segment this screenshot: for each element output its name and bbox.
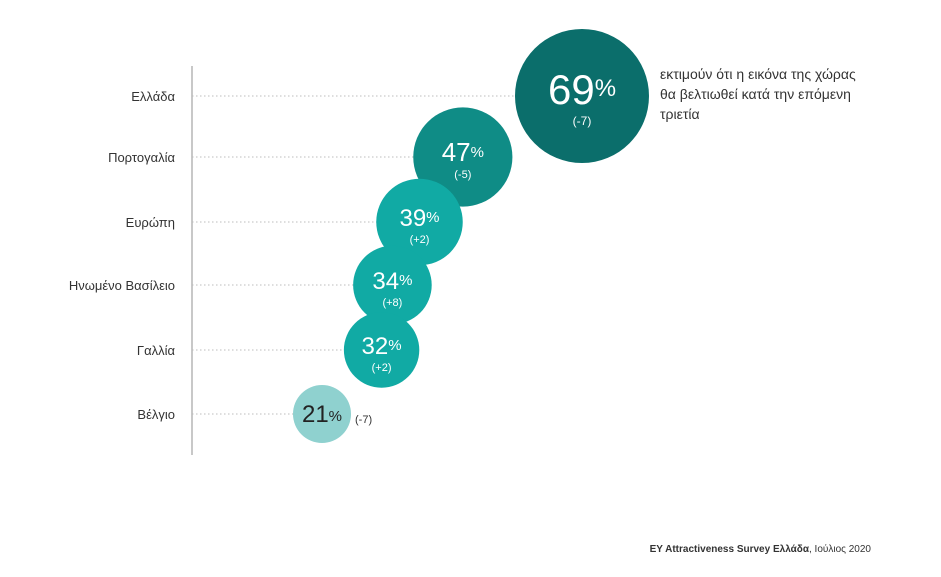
data-label: 69% [548, 66, 616, 113]
data-bubble [515, 29, 649, 163]
source-note: EY Attractiveness Survey Ελλάδα, Ιούλιος… [650, 544, 871, 555]
category-label: Ελλάδα [131, 89, 175, 104]
data-bubble [293, 385, 351, 443]
source-title: EY Attractiveness Survey Ελλάδα [649, 544, 809, 555]
change-label: (+8) [382, 297, 402, 309]
data-label: 39% [399, 205, 439, 232]
data-bubble [376, 178, 463, 266]
source-date: , Ιούλιος 2020 [809, 544, 871, 555]
data-bubble [413, 107, 513, 207]
category-label: Ηνωμένο Βασίλειο [69, 278, 175, 293]
change-label: (+2) [372, 362, 392, 374]
data-bubble [343, 312, 420, 388]
data-label: 34% [372, 268, 412, 295]
change-label: (-7) [355, 414, 372, 426]
category-label: Βέλγιο [137, 407, 175, 422]
data-label: 21% [302, 401, 342, 428]
category-label: Γαλλία [137, 343, 176, 358]
change-label: (+2) [410, 234, 430, 246]
data-label: 47% [442, 137, 484, 167]
data-label: 32% [362, 333, 402, 360]
chart-annotation: εκτιμούν ότι η εικόνα της χώρας θα βελτι… [660, 66, 856, 122]
category-label: Ευρώπη [126, 215, 175, 230]
data-bubble [353, 245, 432, 325]
category-label: Πορτογαλία [108, 150, 175, 165]
change-label: (-5) [454, 169, 471, 181]
change-label: (-7) [573, 114, 592, 128]
